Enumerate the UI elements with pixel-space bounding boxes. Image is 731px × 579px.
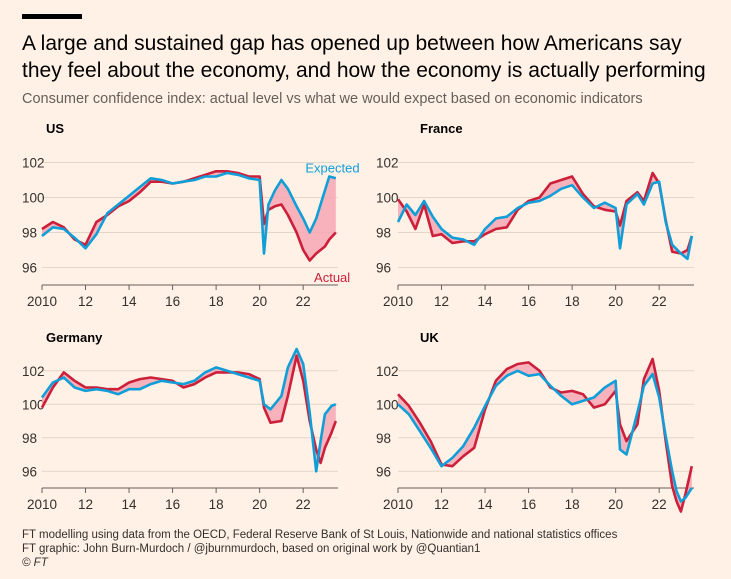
chart-france: France 96 98 100 102 2010 12 14 16 18 20 22 (376, 121, 694, 309)
x-tick-label: 14 (122, 497, 138, 512)
y-tick-label: 98 (22, 226, 37, 241)
series-line-expected-us (41, 171, 337, 255)
y-tick-label: 96 (22, 464, 37, 479)
chart-title-uk: UK (420, 330, 439, 345)
y-tick-label: 98 (376, 431, 391, 446)
series-line-actual-france (396, 171, 694, 255)
x-tick-label: 12 (434, 294, 449, 309)
ft-top-rule (22, 14, 82, 19)
series-line-expected-france (396, 180, 694, 261)
y-tick-label: 102 (376, 364, 399, 379)
x-tick-label: 20 (608, 294, 623, 309)
annotation-expected: Expected (305, 160, 359, 175)
x-tick-label: 22 (296, 497, 311, 512)
x-tick-label: 2010 (27, 497, 57, 512)
chart-title-germany: Germany (46, 330, 103, 345)
x-tick-label: 12 (78, 497, 93, 512)
gap-area-germany (42, 348, 336, 472)
chart-us: US 96 98 100 102 2010 12 14 16 18 20 22 Expected Actu… (22, 121, 360, 309)
series-line-expected-uk (397, 369, 693, 503)
x-tick-label: 14 (478, 497, 494, 512)
x-tick-label: 20 (252, 294, 267, 309)
y-tick-label: 100 (22, 397, 45, 412)
chart-germany: Germany 96 98 100 102 2010 12 14 16 18 20 22 (22, 330, 338, 512)
footer: FT modelling using data from the OECD, F… (22, 528, 617, 570)
x-tick-label: 16 (165, 294, 180, 309)
y-tick-label: 98 (22, 431, 37, 446)
x-tick-label: 16 (521, 497, 536, 512)
x-tick-label: 2010 (383, 294, 413, 309)
y-tick-label: 100 (376, 397, 399, 412)
y-tick-label: 98 (376, 226, 391, 241)
annotation-actual: Actual (314, 270, 350, 285)
series-line-expected-germany (40, 347, 337, 473)
series-line-actual-germany (40, 354, 338, 465)
x-tick-label: 18 (565, 497, 580, 512)
y-tick-label: 102 (22, 156, 45, 171)
ft-logo: © FT (22, 557, 48, 569)
x-tick-label: 2010 (383, 497, 413, 512)
page-title: A large and sustained gap has opened up … (22, 32, 706, 82)
series-line-actual-us (41, 170, 337, 262)
y-tick-label: 96 (376, 261, 391, 276)
y-tick-label: 102 (22, 364, 45, 379)
x-tick-label: 16 (165, 497, 180, 512)
x-tick-label: 18 (565, 294, 580, 309)
x-tick-label: 16 (521, 294, 536, 309)
y-tick-label: 100 (22, 191, 45, 206)
x-tick-label: 12 (78, 294, 93, 309)
x-tick-label: 22 (296, 294, 311, 309)
chart-title-us: US (46, 121, 64, 136)
x-tick-label: 22 (652, 497, 667, 512)
gap-area-us (42, 171, 336, 261)
x-tick-label: 2010 (27, 294, 57, 309)
y-tick-label: 102 (376, 156, 399, 171)
chart-uk: UK 96 98 100 102 2010 12 14 16 18 20 22 (376, 330, 694, 513)
x-tick-label: 12 (434, 497, 449, 512)
x-tick-label: 14 (122, 294, 138, 309)
y-tick-label: 100 (376, 191, 399, 206)
x-tick-label: 20 (252, 497, 267, 512)
footer-credit: FT graphic: John Burn-Murdoch / @jburnmu… (22, 543, 481, 555)
y-tick-label: 96 (22, 261, 37, 276)
y-tick-label: 96 (376, 464, 391, 479)
x-tick-label: 18 (209, 497, 224, 512)
x-tick-label: 14 (478, 294, 494, 309)
x-tick-label: 20 (608, 497, 623, 512)
footer-source: FT modelling using data from the OECD, F… (22, 529, 618, 541)
page-subtitle: Consumer confidence index: actual level … (22, 91, 643, 107)
x-tick-label: 22 (652, 294, 667, 309)
chart-title-france: France (420, 121, 463, 136)
x-tick-label: 18 (209, 294, 224, 309)
